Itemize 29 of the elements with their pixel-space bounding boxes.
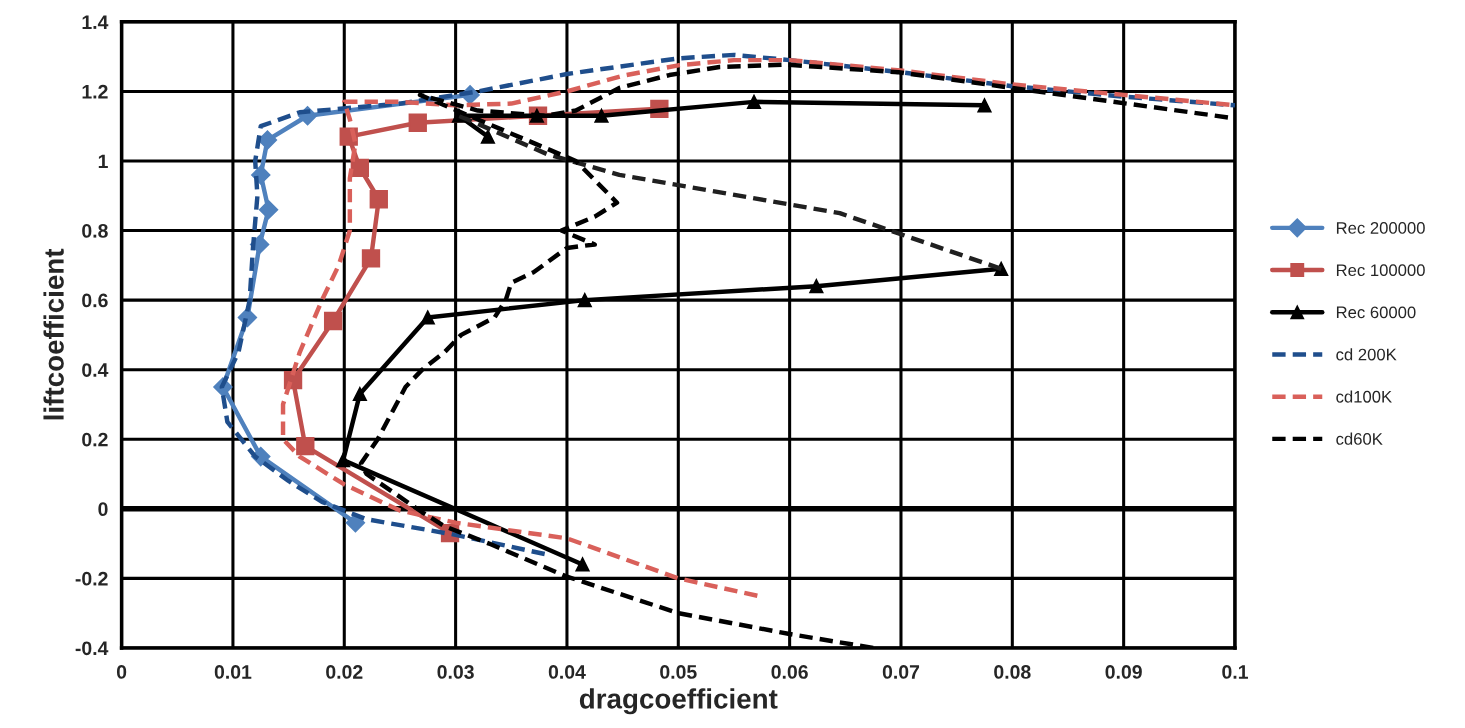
x-tick-label: 0.08 xyxy=(994,665,1031,679)
x-tick-label: 0 xyxy=(116,665,127,679)
legend-label: Rec 200000 xyxy=(1336,222,1425,234)
y-tick-label: 0.4 xyxy=(82,363,109,377)
y-tick-label: -0.4 xyxy=(75,641,109,656)
x-tick-label: 0.07 xyxy=(882,665,920,679)
x-tick-label: 0.02 xyxy=(326,665,363,679)
y-tick-label: 0.6 xyxy=(82,293,108,308)
x-tick-label: 0.03 xyxy=(437,665,474,679)
y-tick-label: -0.2 xyxy=(75,571,108,586)
y-tick-label: 0.8 xyxy=(82,224,108,238)
x-tick-label: 0.01 xyxy=(214,665,252,679)
y-tick-label: 1 xyxy=(98,154,108,169)
x-tick-label: 0.05 xyxy=(660,665,697,679)
legend-label: cd60K xyxy=(1336,432,1383,445)
x-tick-label: 0.06 xyxy=(771,665,808,679)
x-tick-label: 0.1 xyxy=(1222,665,1248,679)
y-tick-label: 1.2 xyxy=(82,84,108,99)
y-tick-label: 1.4 xyxy=(82,15,109,29)
y-tick-label: 0.2 xyxy=(82,432,108,447)
x-tick-label: 0.04 xyxy=(548,665,586,679)
legend-label: cd100K xyxy=(1336,390,1392,403)
x-axis-title: dragcoefficient xyxy=(579,688,778,715)
legend-label: Rec 100000 xyxy=(1336,264,1425,277)
y-axis-title: liftcoefficient xyxy=(43,248,64,420)
legend-label: cd 200K xyxy=(1336,348,1397,361)
y-tick-label: 0 xyxy=(98,502,108,517)
legend-label: Rec 60000 xyxy=(1336,306,1416,319)
x-tick-label: 0.09 xyxy=(1105,665,1142,679)
